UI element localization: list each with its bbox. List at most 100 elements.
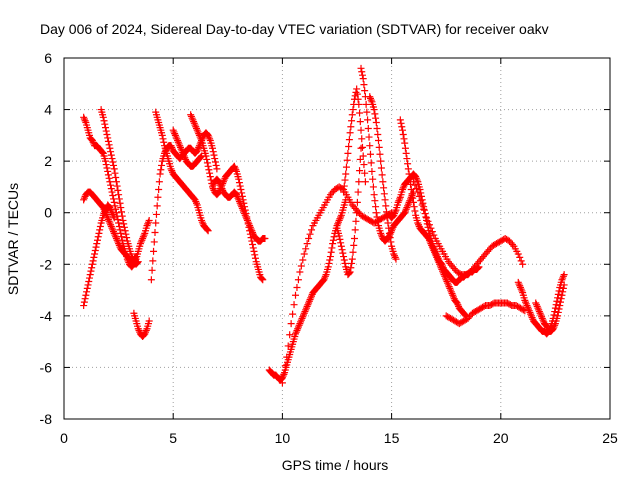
data-point: [81, 295, 89, 303]
data-point: [107, 207, 115, 215]
data-point: [249, 244, 257, 252]
data-point: [261, 235, 269, 242]
data-point: [292, 330, 300, 338]
data-point: [295, 321, 303, 329]
data-point: [204, 131, 212, 139]
data-point: [444, 279, 452, 287]
data-point: [368, 167, 376, 175]
data-point: [415, 192, 423, 200]
data-point: [395, 197, 403, 205]
data-point: [524, 305, 532, 313]
data-point: [247, 225, 255, 233]
data-point: [549, 325, 557, 333]
data-point: [382, 202, 390, 210]
data-point: [231, 164, 239, 172]
data-point: [372, 203, 380, 211]
data-point: [192, 199, 200, 207]
data-point: [329, 240, 337, 248]
data-point: [413, 176, 421, 184]
data-point: [110, 212, 118, 220]
data-point: [340, 182, 348, 190]
data-point: [239, 206, 247, 214]
data-point: [283, 353, 291, 361]
data-point: [246, 222, 254, 230]
data-point: [517, 285, 525, 293]
data-point: [153, 202, 161, 210]
data-point: [115, 219, 123, 227]
data-point: [198, 218, 206, 226]
data-point: [209, 144, 217, 152]
data-point: [235, 196, 243, 204]
data-point: [372, 209, 380, 217]
data-point: [218, 185, 226, 193]
data-point: [543, 322, 551, 330]
series-arc8: [169, 126, 206, 170]
data-point: [104, 134, 112, 142]
data-point: [187, 112, 195, 120]
data-point: [106, 204, 114, 212]
data-point: [133, 259, 141, 267]
data-point: [431, 247, 439, 255]
data-point: [430, 244, 438, 252]
data-point: [358, 135, 366, 143]
data-point: [358, 143, 366, 151]
data-point: [445, 283, 453, 291]
data-point: [237, 186, 245, 194]
series-arc7: [152, 108, 212, 235]
data-point: [139, 235, 147, 242]
data-point: [384, 219, 392, 227]
data-point: [197, 135, 205, 143]
series-arc4: [97, 106, 142, 268]
y-tick-label: 2: [44, 153, 52, 169]
data-point: [293, 283, 301, 291]
data-point: [372, 118, 380, 126]
data-point: [117, 229, 125, 237]
data-point: [555, 287, 563, 295]
data-point: [109, 192, 117, 200]
data-point: [363, 108, 371, 116]
data-point: [202, 152, 210, 160]
data-point: [444, 281, 452, 289]
data-point: [236, 199, 244, 207]
data-point: [215, 178, 223, 186]
data-point: [114, 186, 122, 194]
data-point: [558, 276, 566, 284]
data-point: [179, 150, 187, 158]
data-point: [356, 109, 364, 117]
data-point: [348, 259, 356, 267]
data-point: [537, 311, 545, 319]
data-point: [305, 299, 313, 307]
data-point: [209, 148, 217, 156]
data-point: [409, 198, 417, 206]
data-point: [366, 142, 374, 150]
data-point: [91, 250, 99, 258]
data-point: [243, 215, 251, 223]
data-point: [128, 254, 136, 262]
data-point: [119, 216, 127, 224]
data-point: [342, 163, 350, 171]
data-point: [361, 178, 369, 186]
data-point: [356, 167, 364, 175]
data-point: [112, 178, 120, 186]
data-point: [178, 147, 186, 155]
data-point: [516, 282, 524, 290]
data-point: [220, 176, 228, 184]
data-point: [300, 311, 308, 319]
data-point: [533, 302, 541, 310]
data-point: [120, 223, 128, 231]
data-point: [296, 268, 304, 276]
data-point: [244, 218, 252, 226]
data-point: [243, 216, 251, 224]
data-point: [203, 159, 211, 167]
data-point: [514, 278, 522, 286]
data-point: [409, 194, 417, 202]
x-axis-label: GPS time / hours: [282, 457, 389, 473]
data-point: [134, 325, 142, 333]
data-point: [111, 169, 119, 177]
data-point: [172, 133, 180, 141]
data-point: [134, 259, 142, 267]
data-point: [516, 283, 524, 291]
data-point: [439, 262, 447, 270]
data-point: [438, 260, 446, 268]
data-point: [338, 246, 346, 254]
